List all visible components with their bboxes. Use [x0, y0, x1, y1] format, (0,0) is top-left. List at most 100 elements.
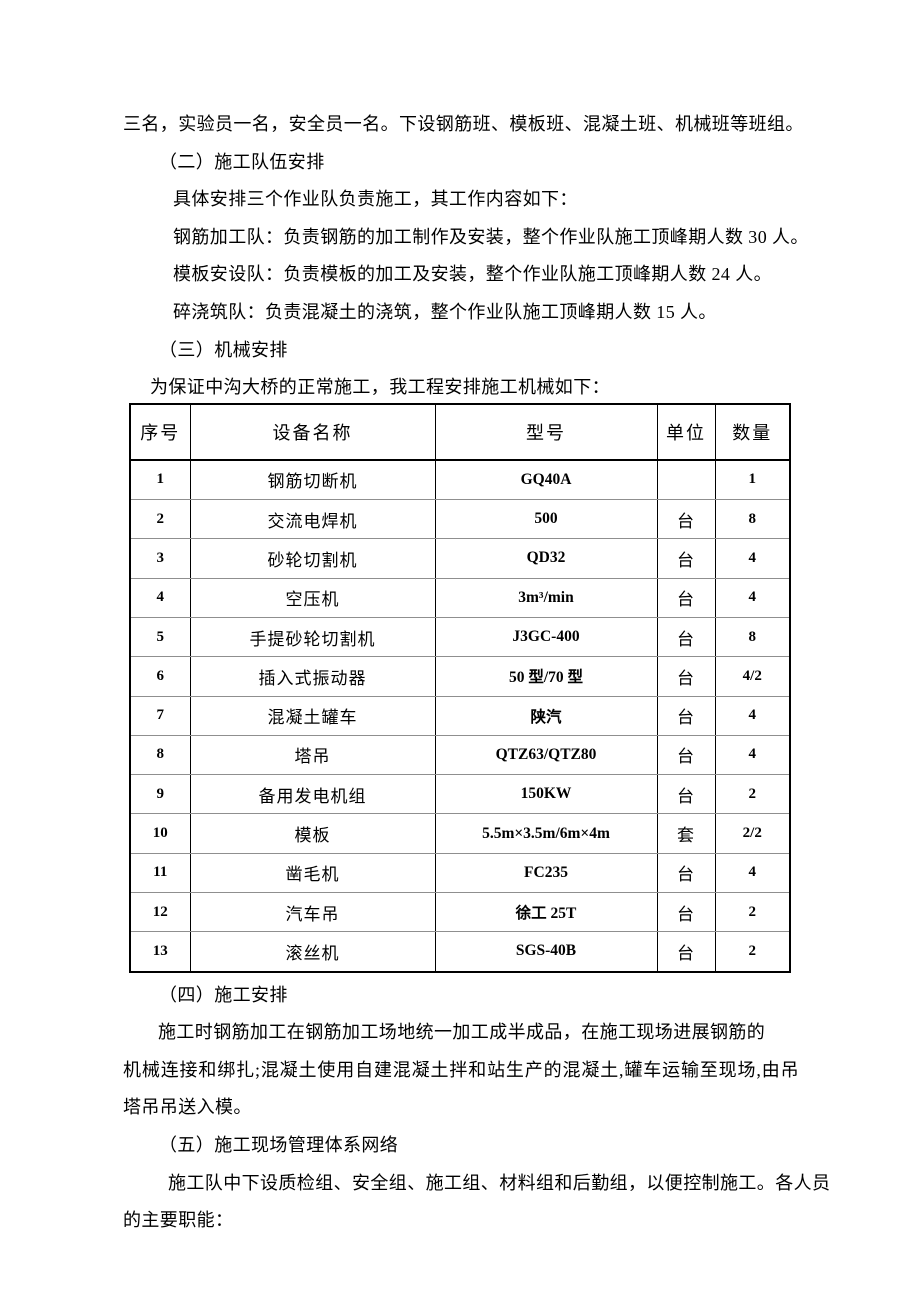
quantity-cell: 4 — [714, 735, 791, 776]
serial-cell: 9 — [129, 774, 191, 815]
device-name-cell: 砂轮切割机 — [189, 538, 436, 579]
unit-cell — [656, 459, 716, 501]
model-cell: FC235 — [434, 853, 658, 894]
unit-cell: 台 — [656, 656, 716, 697]
equipment-table: 序号 设备名称 型号 单位 数量 1 钢筋切断机 GQ40A 1 2 交流电焊 — [129, 402, 791, 973]
table-row: 1 钢筋切断机 GQ40A 1 — [129, 459, 791, 501]
quantity-cell: 2 — [714, 774, 791, 815]
serial-cell: 11 — [129, 853, 191, 894]
col-header-model: 型号 — [434, 403, 658, 461]
intro-paragraph-line: 三名，实验员一名，安全员一名。下设钢筋班、模板班、混凝土班、机械班等班组。 — [123, 114, 804, 134]
table-row: 3 砂轮切割机 QD32 台 4 — [129, 538, 791, 579]
table-row: 12 汽车吊 徐工 25T 台 2 — [129, 892, 791, 933]
quantity-cell: 2 — [714, 931, 791, 972]
quantity-cell: 8 — [714, 499, 791, 540]
col-header-serial: 序号 — [129, 403, 191, 461]
quantity-cell: 4/2 — [714, 656, 791, 697]
unit-cell: 台 — [656, 853, 716, 894]
unit-cell: 台 — [656, 538, 716, 579]
serial-cell: 2 — [129, 499, 191, 540]
device-name-cell: 混凝土罐车 — [189, 696, 436, 736]
serial-cell: 7 — [129, 696, 191, 736]
table-row: 7 混凝土罐车 陕汽 台 4 — [129, 696, 791, 736]
section-heading-3: （三）机械安排 — [159, 339, 288, 360]
unit-cell: 台 — [656, 499, 716, 540]
serial-cell: 3 — [129, 538, 191, 579]
table-row: 2 交流电焊机 500 台 8 — [129, 499, 791, 540]
device-name-cell: 备用发电机组 — [189, 774, 436, 815]
table-row: 13 滚丝机 SGS-40B 台 2 — [129, 931, 791, 972]
unit-cell: 台 — [656, 892, 716, 933]
serial-cell: 1 — [129, 459, 191, 501]
quantity-cell: 8 — [714, 617, 791, 658]
serial-cell: 6 — [129, 656, 191, 697]
model-cell: 徐工 25T — [434, 892, 658, 933]
col-header-device-name: 设备名称 — [189, 403, 436, 461]
col-header-unit: 单位 — [656, 403, 716, 461]
quantity-cell: 4 — [714, 696, 791, 736]
unit-cell: 台 — [656, 774, 716, 815]
serial-cell: 4 — [129, 578, 191, 618]
table-row: 8 塔吊 QTZ63/QTZ80 台 4 — [129, 735, 791, 776]
model-cell: 5.5m×3.5m/6m×4m — [434, 813, 658, 854]
serial-cell: 8 — [129, 735, 191, 776]
unit-cell: 台 — [656, 578, 716, 618]
section-heading-4: （四）施工安排 — [159, 984, 288, 1005]
device-name-cell: 手提砂轮切割机 — [189, 617, 436, 658]
model-cell: 150KW — [434, 774, 658, 815]
serial-cell: 12 — [129, 892, 191, 933]
quantity-cell: 4 — [714, 578, 791, 618]
device-name-cell: 交流电焊机 — [189, 499, 436, 540]
device-name-cell: 凿毛机 — [189, 853, 436, 894]
document-body: 三名，实验员一名，安全员一名。下设钢筋班、模板班、混凝土班、机械班等班组。 （二… — [123, 106, 831, 1240]
team-formwork-line: 模板安设队：负责模板的加工及安装，整个作业队施工顶峰期人数 24 人。 — [173, 264, 772, 285]
serial-cell: 10 — [129, 813, 191, 854]
table-header-row: 序号 设备名称 型号 单位 数量 — [129, 403, 791, 461]
quantity-cell: 1 — [714, 459, 791, 501]
team-rebar-line: 钢筋加工队：负责钢筋的加工制作及安装，整个作业队施工顶峰期人数 30 人。 — [173, 226, 809, 247]
device-name-cell: 钢筋切断机 — [189, 459, 436, 501]
model-cell: 陕汽 — [434, 696, 658, 736]
unit-cell: 台 — [656, 696, 716, 736]
section2-lead-line: 具体安排三个作业队负责施工，其工作内容如下： — [173, 189, 578, 210]
section-heading-5: （五）施工现场管理体系网络 — [159, 1134, 399, 1155]
section5-line-1: 施工队中下设质检组、安全组、施工组、材料组和后勤组，以便控制施工。各人员 — [168, 1172, 831, 1193]
section4-line-2: 机械连接和绑扎;混凝土使用自建混凝土拌和站生产的混凝土,罐车运输至现场,由吊车和 — [123, 1059, 799, 1080]
quantity-cell: 4 — [714, 853, 791, 894]
model-cell: QD32 — [434, 538, 658, 579]
col-header-quantity: 数量 — [714, 403, 791, 461]
table-row: 11 凿毛机 FC235 台 4 — [129, 853, 791, 894]
table-row: 4 空压机 3m³/min 台 4 — [129, 578, 791, 618]
section-heading-2: （二）施工队伍安排 — [159, 151, 325, 172]
quantity-cell: 2/2 — [714, 813, 791, 854]
section5-line-2: 的主要职能： — [123, 1210, 234, 1231]
model-cell: J3GC-400 — [434, 617, 658, 658]
section3-lead-line: 为保证中沟大桥的正常施工，我工程安排施工机械如下： — [150, 377, 610, 398]
model-cell: GQ40A — [434, 459, 658, 501]
table-row: 9 备用发电机组 150KW 台 2 — [129, 774, 791, 815]
model-cell: 500 — [434, 499, 658, 540]
table-row: 5 手提砂轮切割机 J3GC-400 台 8 — [129, 617, 791, 658]
model-cell: QTZ63/QTZ80 — [434, 735, 658, 776]
team-concrete-line: 碎浇筑队：负责混凝土的浇筑，整个作业队施工顶峰期人数 15 人。 — [173, 301, 717, 322]
unit-cell: 套 — [656, 813, 716, 854]
device-name-cell: 插入式振动器 — [189, 656, 436, 697]
device-name-cell: 空压机 — [189, 578, 436, 618]
model-cell: SGS-40B — [434, 931, 658, 972]
quantity-cell: 2 — [714, 892, 791, 933]
unit-cell: 台 — [656, 617, 716, 658]
device-name-cell: 汽车吊 — [189, 892, 436, 933]
device-name-cell: 滚丝机 — [189, 931, 436, 972]
model-cell: 50 型/70 型 — [434, 656, 658, 697]
quantity-cell: 4 — [714, 538, 791, 579]
device-name-cell: 模板 — [189, 813, 436, 854]
unit-cell: 台 — [656, 735, 716, 776]
table-row: 10 模板 5.5m×3.5m/6m×4m 套 2/2 — [129, 813, 791, 854]
unit-cell: 台 — [656, 931, 716, 972]
model-cell: 3m³/min — [434, 578, 658, 618]
section4-line-3: 塔吊吊送入模。 — [123, 1097, 252, 1118]
table-row: 6 插入式振动器 50 型/70 型 台 4/2 — [129, 656, 791, 697]
section4-line-1: 施工时钢筋加工在钢筋加工场地统一加工成半成品，在施工现场进展钢筋的 — [158, 1022, 766, 1043]
serial-cell: 13 — [129, 931, 191, 972]
